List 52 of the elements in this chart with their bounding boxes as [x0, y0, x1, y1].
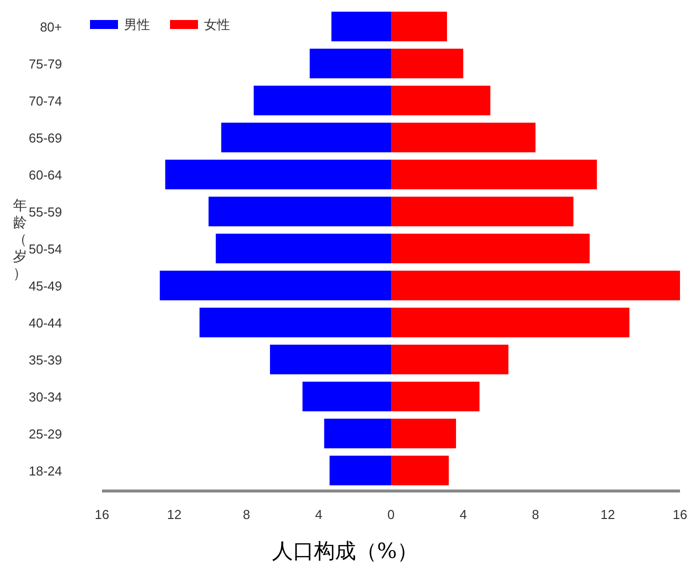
bar — [391, 418, 456, 448]
bar — [391, 234, 590, 264]
x-tick-label: 8 — [242, 507, 250, 522]
y-tick-label: 45-49 — [28, 278, 62, 294]
bar — [391, 270, 680, 300]
y-tick-label: 18-24 — [28, 464, 62, 478]
bar — [391, 344, 508, 374]
bar — [391, 12, 447, 42]
bar — [310, 48, 391, 78]
bar — [331, 12, 391, 42]
x-tick-label: 16 — [672, 507, 688, 522]
y-axis-title: 年龄（岁） — [13, 197, 27, 281]
bar — [221, 122, 391, 152]
y-tick-label: 50-54 — [28, 242, 62, 256]
bar — [208, 196, 391, 226]
bar — [216, 234, 391, 264]
bar — [391, 382, 480, 412]
x-axis-title: 人口构成（%） — [272, 539, 418, 563]
legend-label: 女性 — [204, 17, 230, 32]
x-tick-label: 4 — [460, 507, 467, 522]
bar — [391, 160, 597, 190]
y-tick-label: 25-29 — [28, 426, 62, 442]
x-tick-label: 16 — [94, 507, 110, 522]
bar — [391, 456, 449, 486]
bar — [391, 86, 490, 116]
bar — [270, 344, 391, 374]
x-tick-label: 4 — [315, 507, 322, 522]
bar — [391, 196, 574, 226]
y-tick-label: 30-34 — [28, 390, 62, 404]
bar — [302, 382, 391, 412]
y-tick-label: 60-64 — [28, 168, 62, 182]
bar — [200, 308, 391, 338]
x-tick-label: 12 — [600, 507, 615, 522]
legend-label: 男性 — [124, 17, 150, 32]
x-tick-label: 8 — [532, 507, 540, 522]
y-tick-label: 70-74 — [28, 94, 62, 108]
y-tick-label: 65-69 — [28, 130, 62, 146]
bar — [391, 308, 630, 338]
y-tick-label: 40-44 — [28, 316, 62, 330]
bar — [391, 122, 536, 152]
bar — [330, 456, 391, 486]
bar — [160, 270, 391, 300]
bar — [254, 86, 391, 116]
bar — [165, 160, 391, 190]
x-tick-label: 12 — [167, 507, 182, 522]
y-tick-label: 80+ — [40, 20, 62, 34]
y-tick-label: 75-79 — [28, 56, 62, 72]
x-tick-label: 0 — [387, 507, 395, 522]
bar — [391, 48, 464, 78]
bar — [324, 418, 391, 448]
y-tick-label: 35-39 — [28, 352, 62, 368]
y-tick-label: 55-59 — [28, 204, 62, 220]
